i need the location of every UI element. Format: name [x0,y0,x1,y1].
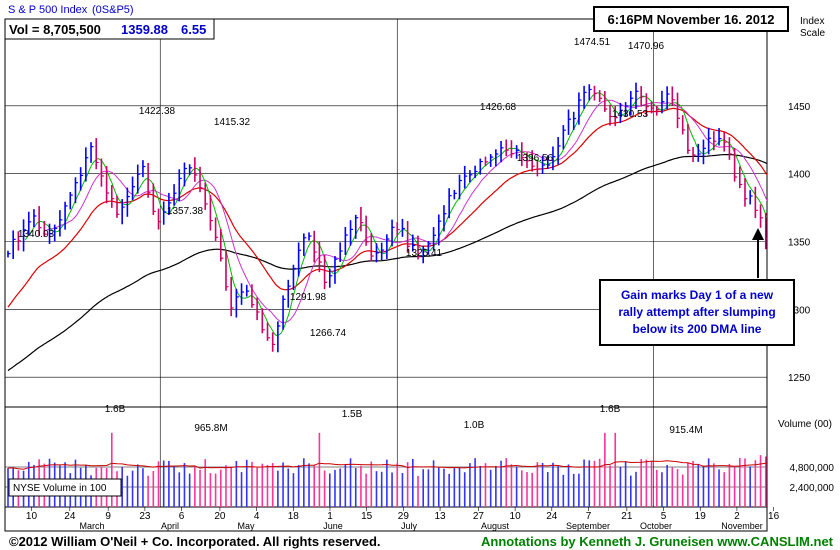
x-tick-label: 2 [734,511,740,522]
month-label: September [566,521,610,531]
index-name: S & P 500 Index [8,4,88,16]
x-tick-label: 23 [139,511,151,522]
volume-annotation: 1.6B [600,404,621,415]
volume-annotation: 915.4M [669,425,702,436]
nyse-label: NYSE Volume in 100 [13,483,107,494]
vol-box [4,18,215,40]
ma-200-line [7,153,767,372]
month-label: August [481,521,510,531]
vol-label: Vol = 8,705,500 [9,22,101,37]
volume-annotation: 1.0B [464,420,485,431]
x-tick-label: 20 [214,511,226,522]
annotation-line-3: below its 200 DMA line [633,322,762,336]
x-tick-label: 9 [105,511,111,522]
annotation-arrowhead [752,228,764,240]
index-scale-label-2: Scale [800,28,825,39]
price-change: 6.55 [181,22,206,37]
last-price: 1359.88 [121,22,168,37]
volume-annotation: 1.6B [105,404,126,415]
x-tick-label: 19 [695,511,707,522]
x-tick-label: 16 [768,511,780,522]
price-annotation: 1396.56 [517,153,554,164]
month-label: November [721,521,763,531]
volume-annotation: 965.8M [194,423,227,434]
timestamp-box [593,6,789,32]
price-annotation: 1266.74 [310,328,347,339]
month-label: May [237,521,255,531]
index-symbol: (0S&P5) [92,4,134,16]
index-scale-label-1: Index [800,16,824,27]
price-annotation: 1291.98 [290,292,327,303]
x-tick-label: 24 [546,511,558,522]
price-tick-label: 1250 [788,373,811,384]
x-tick-label: 18 [288,511,300,522]
price-annotation: 1422.38 [139,106,176,117]
price-annotation: 1474.51 [574,37,611,48]
price-bars [7,82,767,353]
volume-annotation: 1.5B [342,409,363,420]
x-tick-label: 4 [254,511,260,522]
x-tick-label: 21 [621,511,633,522]
month-label: June [323,521,343,531]
price-annotation: 1357.38 [167,206,204,217]
volume-axis-label: Volume (00) [778,419,832,430]
price-annotation: 1325.41 [406,248,443,259]
price-panel [4,18,768,408]
price-annotation: 1340.03 [18,229,55,240]
volume-tick-label: 2,400,000 [790,483,835,494]
price-annotation: 1470.96 [628,41,665,52]
month-label: July [401,521,418,531]
volume-average-line [7,460,767,470]
x-tick-label: 13 [435,511,447,522]
price-tick-label: 1400 [788,170,811,181]
x-tick-label: 10 [26,511,38,522]
annotation-line-2: rally attempt after slumping [618,305,775,319]
x-axis-panel [4,506,768,532]
volume-bars [7,432,767,507]
x-tick-label: 6 [179,511,185,522]
annotation-box [599,279,795,346]
x-tick-label: 10 [510,511,522,522]
ma-21-line [44,99,767,324]
x-tick-label: 5 [661,511,667,522]
month-label: October [640,521,672,531]
volume-tick-label: 4,800,000 [790,463,835,474]
x-tick-label: 27 [473,511,485,522]
annotation-line-1: Gain marks Day 1 of a new [621,288,774,302]
x-tick-label: 1 [327,511,333,522]
month-label: March [79,521,104,531]
timestamp: 6:16PM November 16. 2012 [608,12,775,27]
nyse-label-box [8,478,122,497]
x-tick-label: 24 [64,511,76,522]
price-annotation: 1426.68 [480,102,517,113]
price-tick-label: 1450 [788,102,811,113]
annotation-credit: Annotations by Kenneth J. Gruneisen www.… [481,534,834,549]
copyright: ©2012 William O'Neil + Co. Incorporated.… [9,534,381,549]
x-tick-label: 15 [361,511,373,522]
month-label: April [161,521,179,531]
price-annotation: 1415.32 [214,117,251,128]
price-tick-label: 1300 [788,305,811,316]
x-tick-label: 7 [586,511,592,522]
chart-labels: 1250 1300 1350 1400 1450 2,400,000 4,800,000 10… [18,37,835,531]
price-tick-label: 1350 [788,237,811,248]
price-annotation: 1430.53 [612,109,649,120]
x-tick-label: 29 [398,511,410,522]
